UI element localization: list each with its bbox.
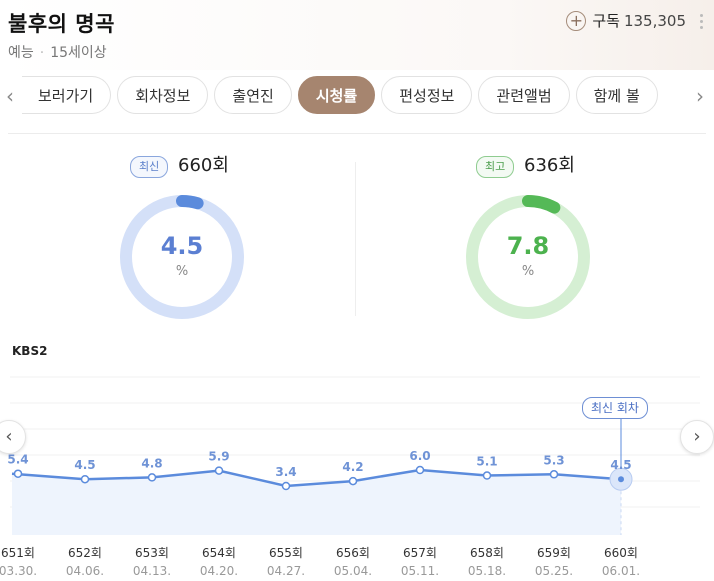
data-point	[482, 471, 492, 480]
tab-ratings[interactable]: 시청률	[297, 76, 376, 114]
data-label: 4.5	[74, 458, 95, 472]
age-rating-label: 15세이상	[50, 45, 107, 61]
data-label: 4.5	[610, 458, 631, 472]
x-tick-episode: 658회	[470, 546, 504, 560]
plus-icon: +	[566, 10, 587, 31]
x-tick-date: 05.25.	[535, 564, 573, 578]
x-tick-episode: 651회	[1, 546, 35, 560]
x-tick-date: 05.04.	[334, 564, 372, 578]
separator-dot: ·	[39, 45, 45, 61]
latest-episode: 660회	[178, 155, 229, 176]
tab-list: 보러가기 회차정보 출연진 시청률 편성정보 관련앨범 함께 볼	[22, 76, 692, 118]
x-tick-date: 04.06.	[66, 564, 104, 578]
subscribe-button[interactable]: + 구독 135,305	[566, 10, 686, 31]
data-label: 6.0	[409, 449, 430, 463]
x-tick-date: 04.27.	[267, 564, 305, 578]
highest-rating-panel: 최고 636회 7.8 %	[440, 150, 640, 320]
x-tick-episode: 660회	[604, 546, 638, 560]
ratings-chart: 5.4 651회 03.30. 4.5 652회 04.06. 4.8 653회 04.13. 5…	[0, 376, 700, 578]
tab-watch[interactable]: 보러가기	[22, 76, 112, 114]
x-tick-episode: 656회	[336, 546, 370, 560]
tab-albums[interactable]: 관련앨범	[478, 76, 570, 114]
data-point	[214, 466, 224, 475]
tab-episode-info[interactable]: 회차정보	[117, 76, 209, 114]
x-tick-date: 04.20.	[200, 564, 238, 578]
chart-line	[11, 468, 622, 488]
subscribe-count: 135,305	[623, 11, 686, 30]
program-title: 불후의 명곡	[8, 12, 115, 36]
x-tick-date: 03.30.	[0, 564, 37, 578]
data-point	[13, 469, 23, 478]
data-point	[147, 473, 157, 482]
tab-cast[interactable]: 출연진	[214, 76, 292, 114]
x-tick-date: 05.11.	[401, 564, 439, 578]
x-tick-date: 06.01.	[602, 564, 640, 578]
x-tick-episode: 659회	[537, 546, 571, 560]
tab-watch-together[interactable]: 함께 볼	[575, 76, 658, 114]
highest-rating-unit: %	[521, 264, 535, 279]
latest-rating-panel: 최신 660회 4.5 %	[95, 150, 295, 320]
data-point	[348, 476, 358, 486]
x-tick-episode: 652회	[68, 546, 102, 560]
category-label: 예능	[8, 45, 34, 61]
network-label: KBS2	[12, 344, 48, 358]
latest-badge: 최신	[130, 156, 169, 178]
data-label: 4.8	[141, 456, 162, 470]
data-point	[415, 465, 425, 475]
data-label: 5.9	[208, 450, 229, 464]
subscribe-label: 구독	[592, 12, 620, 30]
latest-rating-value: 4.5	[160, 232, 204, 260]
latest-rating-ring	[120, 195, 244, 319]
highest-badge: 최고	[476, 156, 515, 178]
data-point	[80, 474, 90, 484]
data-label: 4.2	[342, 460, 363, 474]
latest-rating-unit: %	[175, 264, 189, 279]
highest-rating-value: 7.8	[506, 232, 550, 260]
data-label: 5.3	[543, 453, 564, 467]
x-tick-episode: 657회	[403, 546, 437, 560]
tab-scroll-right-button[interactable]: ›	[696, 84, 704, 108]
latest-episode-tag: 최신 회차	[582, 397, 648, 419]
highest-ring-progress	[522, 195, 561, 214]
data-point	[618, 476, 624, 483]
chart-area	[12, 470, 621, 535]
program-header: 불후의 명곡 예능 · 15세이상 + 구독 135,305	[0, 0, 714, 70]
data-point	[549, 470, 559, 479]
data-label: 5.1	[476, 455, 497, 469]
x-tick-episode: 655회	[269, 546, 303, 560]
tab-bar: ‹ 보러가기 회차정보 출연진 시청률 편성정보 관련앨범 함께 볼 ›	[0, 72, 714, 122]
data-point	[281, 481, 291, 491]
x-tick-episode: 654회	[202, 546, 236, 560]
latest-ring-progress	[176, 195, 204, 210]
chart-next-button[interactable]: ›	[680, 420, 714, 454]
chart-prev-button[interactable]: ‹	[0, 420, 26, 454]
divider	[8, 133, 706, 134]
rating-divider	[355, 162, 356, 316]
program-meta: 예능 · 15세이상	[8, 42, 107, 62]
tab-scroll-left-button[interactable]: ‹	[6, 84, 14, 108]
more-options-icon[interactable]	[700, 14, 704, 32]
data-label: 3.4	[275, 465, 296, 479]
x-tick-episode: 653회	[135, 546, 169, 560]
tab-schedule[interactable]: 편성정보	[381, 76, 473, 114]
highest-episode: 636회	[524, 155, 575, 176]
highest-rating-ring	[466, 195, 590, 319]
data-label: 5.4	[7, 453, 28, 467]
x-tick-date: 04.13.	[133, 564, 171, 578]
x-tick-date: 05.18.	[468, 564, 506, 578]
